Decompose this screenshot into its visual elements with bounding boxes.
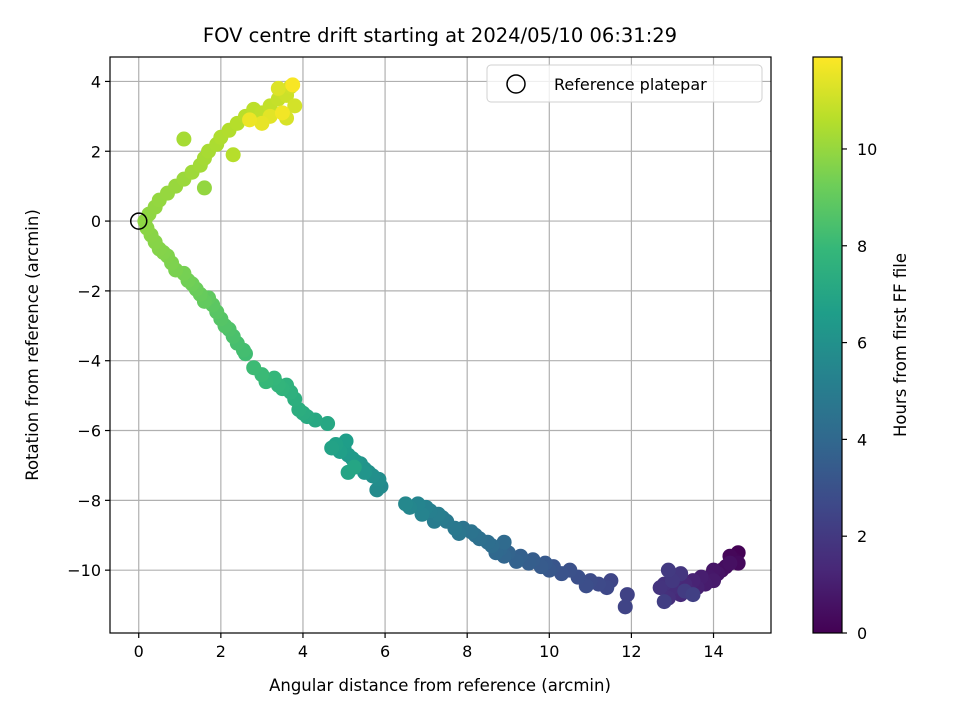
data-point [398, 496, 414, 512]
y-tick-label: −10 [67, 561, 101, 580]
x-tick-label: 2 [216, 642, 226, 661]
chart-title: FOV centre drift starting at 2024/05/10 … [203, 24, 677, 47]
y-tick-label: −4 [77, 352, 101, 371]
colorbar-ticks: 0 2 4 6 8 10 [842, 140, 877, 643]
data-point [619, 587, 635, 603]
data-point [346, 459, 362, 475]
data-point [246, 360, 262, 376]
data-point [287, 98, 303, 114]
colorbar-gradient [813, 57, 842, 633]
y-axis-label: Rotation from reference (arcmin) [23, 209, 42, 481]
data-point [242, 112, 258, 128]
y-tick-label: 0 [91, 212, 101, 231]
colorbar-tick-label: 10 [857, 140, 877, 159]
data-point [496, 534, 512, 550]
data-point [320, 416, 336, 432]
data-point [685, 587, 701, 603]
legend-box [486, 64, 763, 103]
data-point [270, 80, 286, 96]
x-axis-ticks: 0 2 4 6 8 10 12 14 [134, 633, 724, 661]
data-point [324, 440, 340, 456]
legend-entry-label: Reference platepar [554, 75, 707, 94]
data-point [722, 555, 738, 571]
colorbar-frame [812, 56, 843, 634]
data-point [285, 77, 301, 93]
data-point [617, 599, 633, 615]
reference-platepar-marker [129, 212, 148, 230]
colorbar-tick-label: 8 [857, 237, 867, 256]
x-tick-label: 12 [621, 642, 641, 661]
y-tick-label: −8 [77, 491, 101, 510]
colorbar-tick-label: 4 [857, 430, 867, 449]
data-point [225, 147, 241, 163]
colorbar-tick-label: 2 [857, 527, 867, 546]
data-point [656, 594, 672, 610]
data-point [196, 180, 212, 196]
data-point [274, 105, 290, 121]
colorbar: 0 2 4 6 8 10 Hours from first FF file [812, 56, 910, 643]
data-point [254, 115, 270, 131]
y-tick-label: 4 [91, 72, 101, 91]
y-tick-label: −6 [77, 422, 101, 441]
grid-lines [110, 57, 771, 633]
y-tick-label: 2 [91, 142, 101, 161]
colorbar-label: Hours from first FF file [891, 253, 910, 437]
x-tick-label: 10 [539, 642, 559, 661]
y-axis-ticks: −10 −8 −6 −4 −2 0 2 4 [67, 72, 110, 580]
x-axis-label: Angular distance from reference (arcmin) [269, 676, 611, 695]
data-point [652, 580, 668, 596]
data-point [660, 562, 676, 578]
plot-frame [109, 56, 772, 634]
x-tick-label: 14 [703, 642, 723, 661]
colorbar-tick-label: 6 [857, 334, 867, 353]
x-tick-label: 0 [134, 642, 144, 661]
x-tick-label: 8 [462, 642, 472, 661]
legend: Reference platepar [486, 64, 763, 103]
colorbar-tick-label: 0 [857, 624, 867, 643]
x-tick-label: 6 [380, 642, 390, 661]
legend-marker-icon [506, 74, 526, 94]
scatter-points [137, 77, 746, 615]
y-tick-label: −2 [77, 282, 101, 301]
data-point [176, 131, 192, 147]
x-tick-label: 4 [298, 642, 308, 661]
